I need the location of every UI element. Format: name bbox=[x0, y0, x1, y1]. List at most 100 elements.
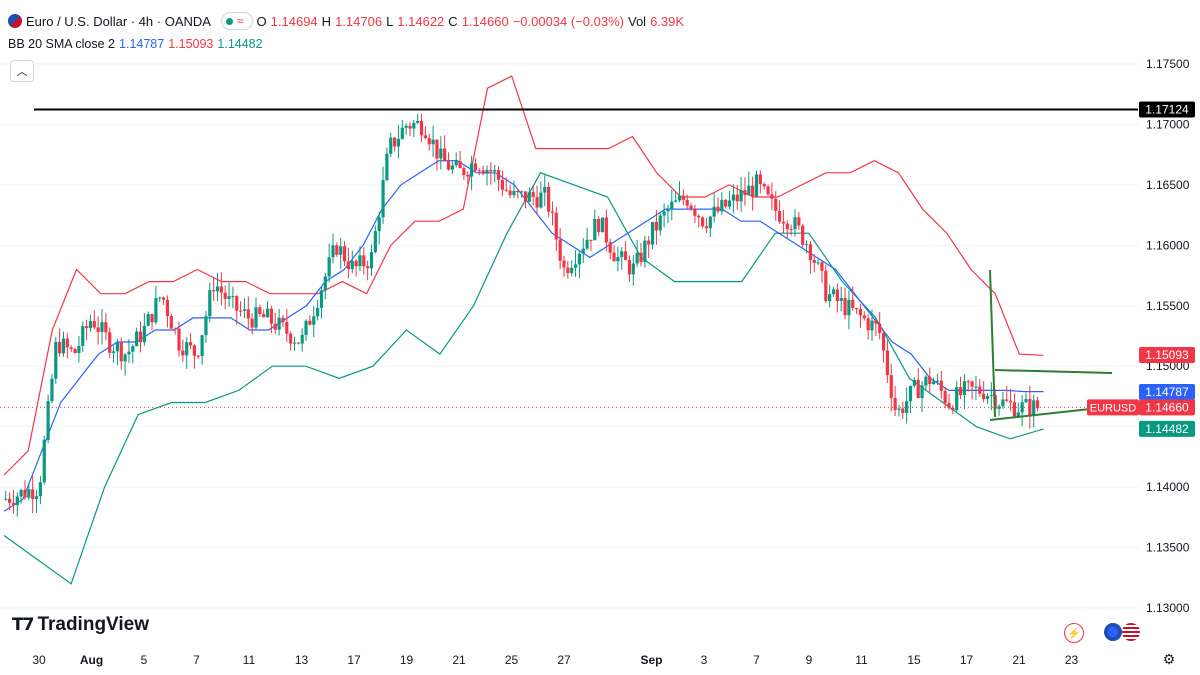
market-status-pill[interactable]: ≈ bbox=[220, 12, 253, 30]
candle-body bbox=[138, 331, 143, 343]
indicator-label: BB 20 SMA close 2 bbox=[8, 37, 116, 51]
candle-body bbox=[173, 328, 177, 330]
candle-body bbox=[970, 381, 974, 387]
candle-body bbox=[135, 331, 139, 347]
x-tick-label: 21 bbox=[452, 653, 466, 667]
usd-flag-icon[interactable] bbox=[1122, 623, 1140, 641]
x-tick-label: 9 bbox=[806, 653, 813, 667]
low-label: L bbox=[386, 13, 394, 29]
flash-icon[interactable]: ⚡ bbox=[1064, 623, 1084, 643]
candle-body bbox=[96, 327, 100, 333]
candle-body bbox=[508, 190, 512, 196]
candle-body bbox=[285, 322, 289, 334]
candle-body bbox=[893, 397, 897, 410]
triangle-top-edge bbox=[994, 369, 1113, 374]
candle-body bbox=[15, 496, 19, 506]
candle-body bbox=[966, 381, 970, 383]
candle-body bbox=[939, 380, 943, 391]
candle-body bbox=[531, 192, 535, 198]
candle-body bbox=[162, 297, 166, 300]
basis-value: 1.14787 bbox=[119, 37, 165, 51]
candle-body bbox=[339, 246, 343, 255]
candle-body bbox=[92, 321, 96, 328]
symbol-title[interactable]: Euro / U.S. Dollar · 4h · OANDA bbox=[26, 13, 211, 29]
candle-body bbox=[828, 294, 832, 302]
candle-body bbox=[762, 183, 766, 187]
candle-body bbox=[1028, 399, 1032, 416]
candle-body bbox=[758, 174, 762, 184]
candle-body bbox=[955, 387, 959, 411]
candle-body bbox=[831, 289, 836, 295]
candle-body bbox=[612, 252, 616, 262]
change-value: −0.00034 (−0.03%) bbox=[512, 13, 624, 29]
candle-body bbox=[666, 209, 670, 212]
candle-body bbox=[496, 170, 501, 180]
indicator-legend[interactable]: BB 20 SMA close 2 1.14787 1.15093 1.1448… bbox=[8, 37, 267, 51]
x-tick-label: Aug bbox=[80, 653, 103, 667]
candle-body bbox=[177, 328, 181, 351]
candle-body bbox=[493, 170, 497, 172]
y-tick-label: 1.13000 bbox=[1146, 601, 1190, 615]
candle-body bbox=[439, 148, 443, 159]
candle-body bbox=[281, 317, 285, 323]
candle-body bbox=[535, 197, 539, 208]
x-tick-label: 23 bbox=[1065, 653, 1079, 667]
candle-body bbox=[716, 206, 720, 212]
candle-body bbox=[808, 244, 812, 261]
candle-body bbox=[751, 185, 755, 197]
candle-body bbox=[912, 379, 916, 386]
candle-body bbox=[485, 169, 489, 174]
candle-body bbox=[1032, 400, 1036, 416]
candle-body bbox=[500, 179, 504, 190]
candle-body bbox=[697, 215, 701, 218]
candle-body bbox=[616, 257, 620, 262]
x-tick-label: 17 bbox=[347, 653, 361, 667]
candle-body bbox=[789, 229, 793, 231]
candle-body bbox=[693, 208, 697, 216]
candle-body bbox=[154, 298, 158, 323]
candle-body bbox=[54, 341, 58, 379]
axes: 1.17500 1.17000 1.16500 1.16000 1.15500 1.150… bbox=[32, 57, 1195, 667]
current-price-tag-bg bbox=[1139, 399, 1195, 416]
candle-body bbox=[458, 161, 462, 169]
high-value: 1.14706 bbox=[335, 13, 383, 29]
euro-flag-icon[interactable] bbox=[1104, 623, 1122, 641]
candle-body bbox=[870, 320, 874, 331]
candle-body bbox=[624, 251, 628, 261]
candle-body bbox=[331, 245, 335, 258]
candle-body bbox=[369, 252, 374, 269]
vol-label: Vol bbox=[628, 13, 647, 29]
candle-body bbox=[192, 345, 196, 356]
candle-body bbox=[389, 137, 393, 154]
candle-body bbox=[81, 326, 85, 346]
collapse-legend-button[interactable]: ︿ bbox=[10, 60, 34, 82]
y-tick-label: 1.13500 bbox=[1146, 541, 1190, 555]
settings-gear-icon[interactable]: ⚙ bbox=[1162, 650, 1176, 667]
candle-body bbox=[600, 217, 605, 233]
candle-body bbox=[1016, 412, 1020, 417]
candle-body bbox=[928, 376, 932, 385]
triangle-bottom-edge bbox=[989, 408, 1091, 421]
candle-body bbox=[862, 315, 866, 319]
candle-body bbox=[974, 386, 978, 388]
candle-body bbox=[408, 125, 412, 129]
basis-price-tag-bg bbox=[1139, 383, 1195, 400]
candle-body bbox=[797, 217, 801, 226]
candle-body bbox=[454, 161, 458, 166]
basis-price-tag: 1.14787 bbox=[1145, 385, 1189, 399]
candle-body bbox=[847, 299, 851, 316]
chevron-up-icon: ︿ bbox=[16, 66, 28, 78]
candle-body bbox=[835, 289, 839, 301]
candle-body bbox=[235, 296, 239, 311]
candle-body bbox=[539, 192, 543, 208]
candle-body bbox=[543, 186, 547, 193]
candle-body bbox=[42, 439, 46, 483]
candle-body bbox=[231, 296, 235, 298]
upper-band-line bbox=[3, 75, 1044, 476]
candle-body bbox=[350, 260, 354, 270]
candle-body bbox=[643, 240, 647, 263]
tradingview-logo: 𝗧𝟳 TradingView bbox=[12, 614, 149, 636]
candle-body bbox=[627, 260, 632, 275]
candle-body bbox=[158, 297, 162, 299]
